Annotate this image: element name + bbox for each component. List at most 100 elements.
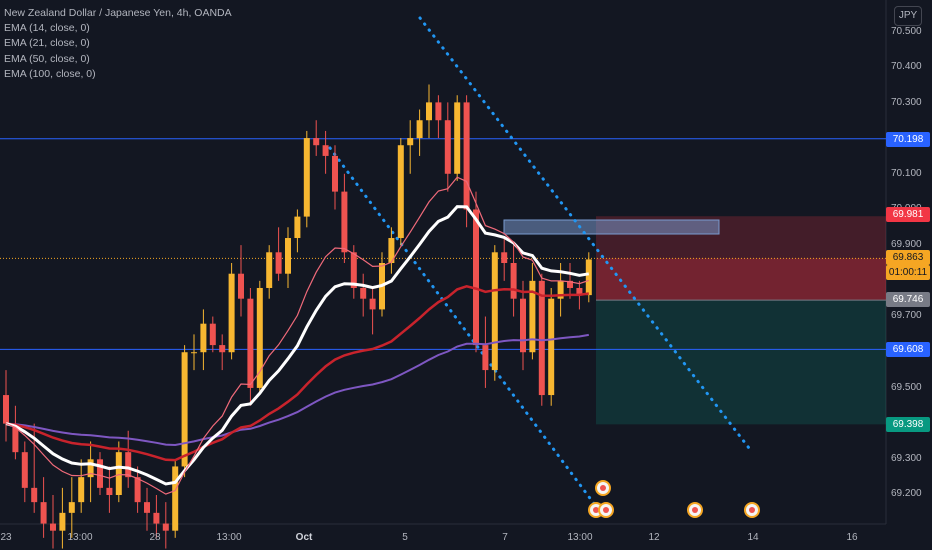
indicator-ema100[interactable]: EMA (100, close, 0) xyxy=(4,67,96,80)
price-label-level-bottom: 69.608 xyxy=(886,342,930,357)
candle-body xyxy=(50,523,56,531)
price-label-last: 69.863 xyxy=(886,250,930,265)
channel-line-lower xyxy=(328,146,597,507)
candle-body xyxy=(548,298,555,396)
y-tick: 70.100 xyxy=(891,168,922,179)
candle-body xyxy=(181,352,188,467)
x-tick: 13:00 xyxy=(67,532,93,543)
position-target-zone xyxy=(596,300,886,425)
candle-body xyxy=(219,345,226,353)
candle-body xyxy=(501,252,508,263)
candle-body xyxy=(529,280,536,353)
y-tick: 69.200 xyxy=(891,488,922,499)
y-tick: 69.700 xyxy=(891,310,922,321)
candle-body xyxy=(144,502,150,513)
candle-body xyxy=(134,477,141,503)
candle-body xyxy=(341,191,348,253)
ema-100-line xyxy=(5,333,589,447)
candle-body xyxy=(3,395,9,424)
x-tick: 16 xyxy=(846,532,858,543)
candle-body xyxy=(78,477,85,503)
y-tick: 69.300 xyxy=(891,453,922,464)
candle-body xyxy=(426,102,432,121)
candle-body xyxy=(435,102,442,121)
candle-body xyxy=(454,102,461,174)
candle-body xyxy=(21,452,28,488)
currency-button[interactable]: JPY xyxy=(894,6,922,26)
candle-body xyxy=(294,216,301,239)
candle-body xyxy=(31,487,38,503)
event-marker-dot xyxy=(600,485,606,491)
candle-body xyxy=(238,273,244,299)
candle-body xyxy=(12,423,19,453)
y-tick: 70.500 xyxy=(891,26,922,37)
candle-body xyxy=(576,287,583,296)
candle-body xyxy=(191,352,197,354)
candle-body xyxy=(444,120,451,174)
candle-body xyxy=(153,512,160,524)
candle-body xyxy=(416,120,423,139)
event-marker-dot xyxy=(692,507,698,513)
candle-body xyxy=(209,323,216,346)
ema-50-line xyxy=(5,285,589,462)
candle-body xyxy=(87,459,94,478)
x-tick: 5 xyxy=(402,532,408,543)
ema-21-line xyxy=(5,205,590,486)
x-tick: 7 xyxy=(502,532,508,543)
indicator-ema50[interactable]: EMA (50, close, 0) xyxy=(4,52,90,65)
x-tick: 23 xyxy=(0,532,12,543)
price-label-stop: 69.981 xyxy=(886,207,930,222)
candle-body xyxy=(482,345,489,371)
candle-body xyxy=(397,145,404,239)
candle-body xyxy=(59,512,66,531)
x-tick: 12 xyxy=(648,532,660,543)
candle-body xyxy=(473,209,479,346)
y-tick: 70.400 xyxy=(891,61,922,72)
candle-body xyxy=(266,252,273,288)
ema-14-line xyxy=(5,176,589,495)
position-loss-zone xyxy=(596,258,886,301)
candle-body xyxy=(275,252,282,274)
candle-body xyxy=(360,287,367,299)
candle-body xyxy=(538,280,545,396)
event-marker-dot xyxy=(749,507,755,513)
x-tick: 14 xyxy=(747,532,759,543)
candle-body xyxy=(256,287,263,388)
x-tick: 13:00 xyxy=(567,532,593,543)
price-label-level-top: 70.198 xyxy=(886,132,930,147)
candle-body xyxy=(247,298,254,388)
candle-body xyxy=(303,138,310,217)
candle-body xyxy=(97,459,103,488)
candle-body xyxy=(172,466,179,531)
candle-body xyxy=(567,280,573,288)
y-tick: 70.300 xyxy=(891,97,922,108)
candle-body xyxy=(557,280,564,299)
candle-body xyxy=(228,273,235,353)
price-label-entry: 69.746 xyxy=(886,292,930,307)
candle-body xyxy=(322,145,329,156)
candle-body xyxy=(285,238,291,274)
price-label-target: 69.398 xyxy=(886,417,930,432)
y-tick: 69.500 xyxy=(891,382,922,393)
x-tick: 13:00 xyxy=(216,532,242,543)
candle-body xyxy=(106,487,113,495)
candle-body xyxy=(388,238,395,263)
event-marker-dot xyxy=(593,507,599,513)
event-marker-dot xyxy=(603,507,609,513)
candle-body xyxy=(585,259,592,296)
y-tick: 69.900 xyxy=(891,239,922,250)
indicator-ema14[interactable]: EMA (14, close, 0) xyxy=(4,22,90,35)
candle-body xyxy=(162,523,169,531)
candle-body xyxy=(40,502,47,524)
indicator-ema21[interactable]: EMA (21, close, 0) xyxy=(4,37,90,50)
candle-body xyxy=(332,155,338,192)
candle-body xyxy=(350,252,357,288)
annotation-rectangle xyxy=(503,219,720,235)
candle-body xyxy=(510,263,517,299)
candle-body xyxy=(68,502,75,513)
candle-body xyxy=(125,452,132,478)
x-tick: Oct xyxy=(295,532,313,543)
x-tick: 28 xyxy=(149,532,161,543)
